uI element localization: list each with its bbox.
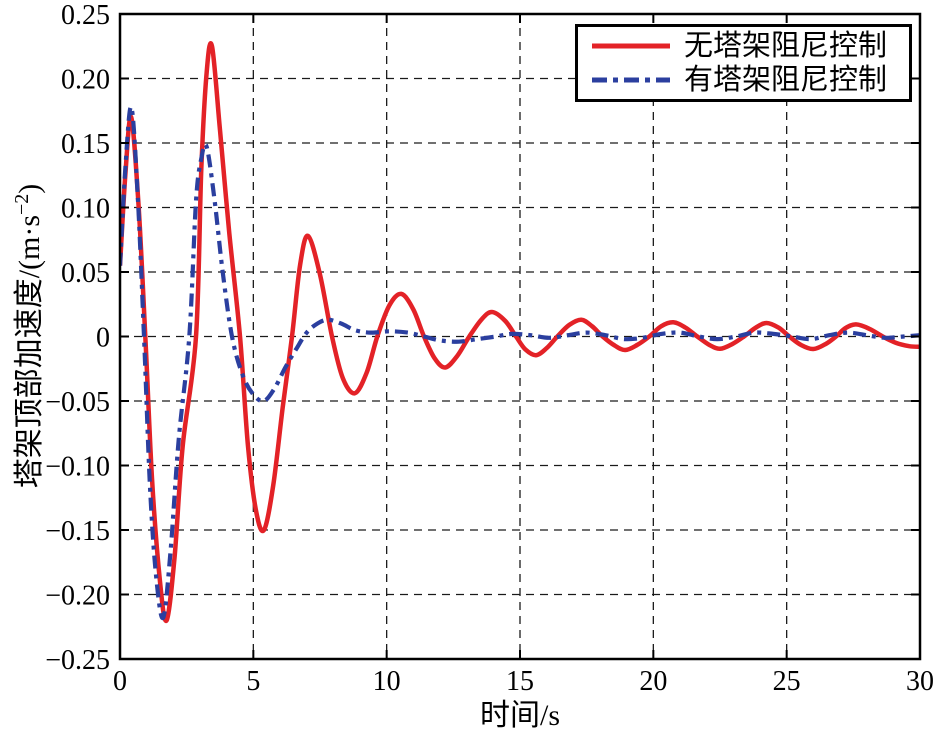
y-tick-label: 0.15 [61, 129, 110, 160]
tick-labels: 0 5 10 15 20 25 30 −0.25 −0.20 −0.15 −0.10 −0.05 0 0.… [45, 0, 934, 697]
x-tick-label: 10 [373, 666, 401, 697]
x-tick-label: 5 [246, 666, 260, 697]
y-axis-label-close: ) [13, 183, 46, 194]
y-tick-label: 0.25 [61, 0, 110, 31]
y-tick-label: −0.20 [45, 581, 110, 612]
y-tick-label: 0.20 [61, 65, 110, 96]
plot-border [118, 12, 922, 661]
legend-line-dashdot-blue [592, 77, 670, 83]
y-axis-label-exponent: −2 [11, 193, 33, 215]
y-tick-label: 0.05 [61, 258, 110, 289]
series-lines [120, 41, 920, 624]
legend-label-with-damping: 有塔架阻尼控制 [684, 64, 888, 96]
legend-label-no-damping: 无塔架阻尼控制 [684, 30, 888, 62]
legend-item-with-damping: 有塔架阻尼控制 [590, 63, 903, 97]
y-tick-label: −0.15 [45, 516, 110, 547]
x-tick-label: 15 [506, 666, 534, 697]
series-line-1 [120, 104, 920, 621]
y-tick-label: −0.05 [45, 387, 110, 418]
y-axis-label-text: 塔架顶部加速度/(m·s [13, 214, 46, 489]
x-tick-label: 0 [113, 666, 127, 697]
x-tick-label: 30 [906, 666, 934, 697]
legend-box: 无塔架阻尼控制 有塔架阻尼控制 [575, 24, 912, 102]
y-axis-label: 塔架顶部加速度/(m·s−2) [4, 184, 48, 489]
y-tick-label: −0.10 [45, 452, 110, 483]
x-tick-label: 20 [639, 666, 667, 697]
legend-line-solid-red [592, 43, 670, 49]
y-tick-label: −0.25 [45, 645, 110, 676]
series-line-0 [120, 41, 920, 624]
legend-item-no-damping: 无塔架阻尼控制 [590, 29, 903, 63]
y-tick-label: 0.10 [61, 194, 110, 225]
x-tick-label: 25 [773, 666, 801, 697]
x-axis-label: 时间/s [479, 699, 561, 732]
y-tick-label: 0 [96, 323, 110, 354]
